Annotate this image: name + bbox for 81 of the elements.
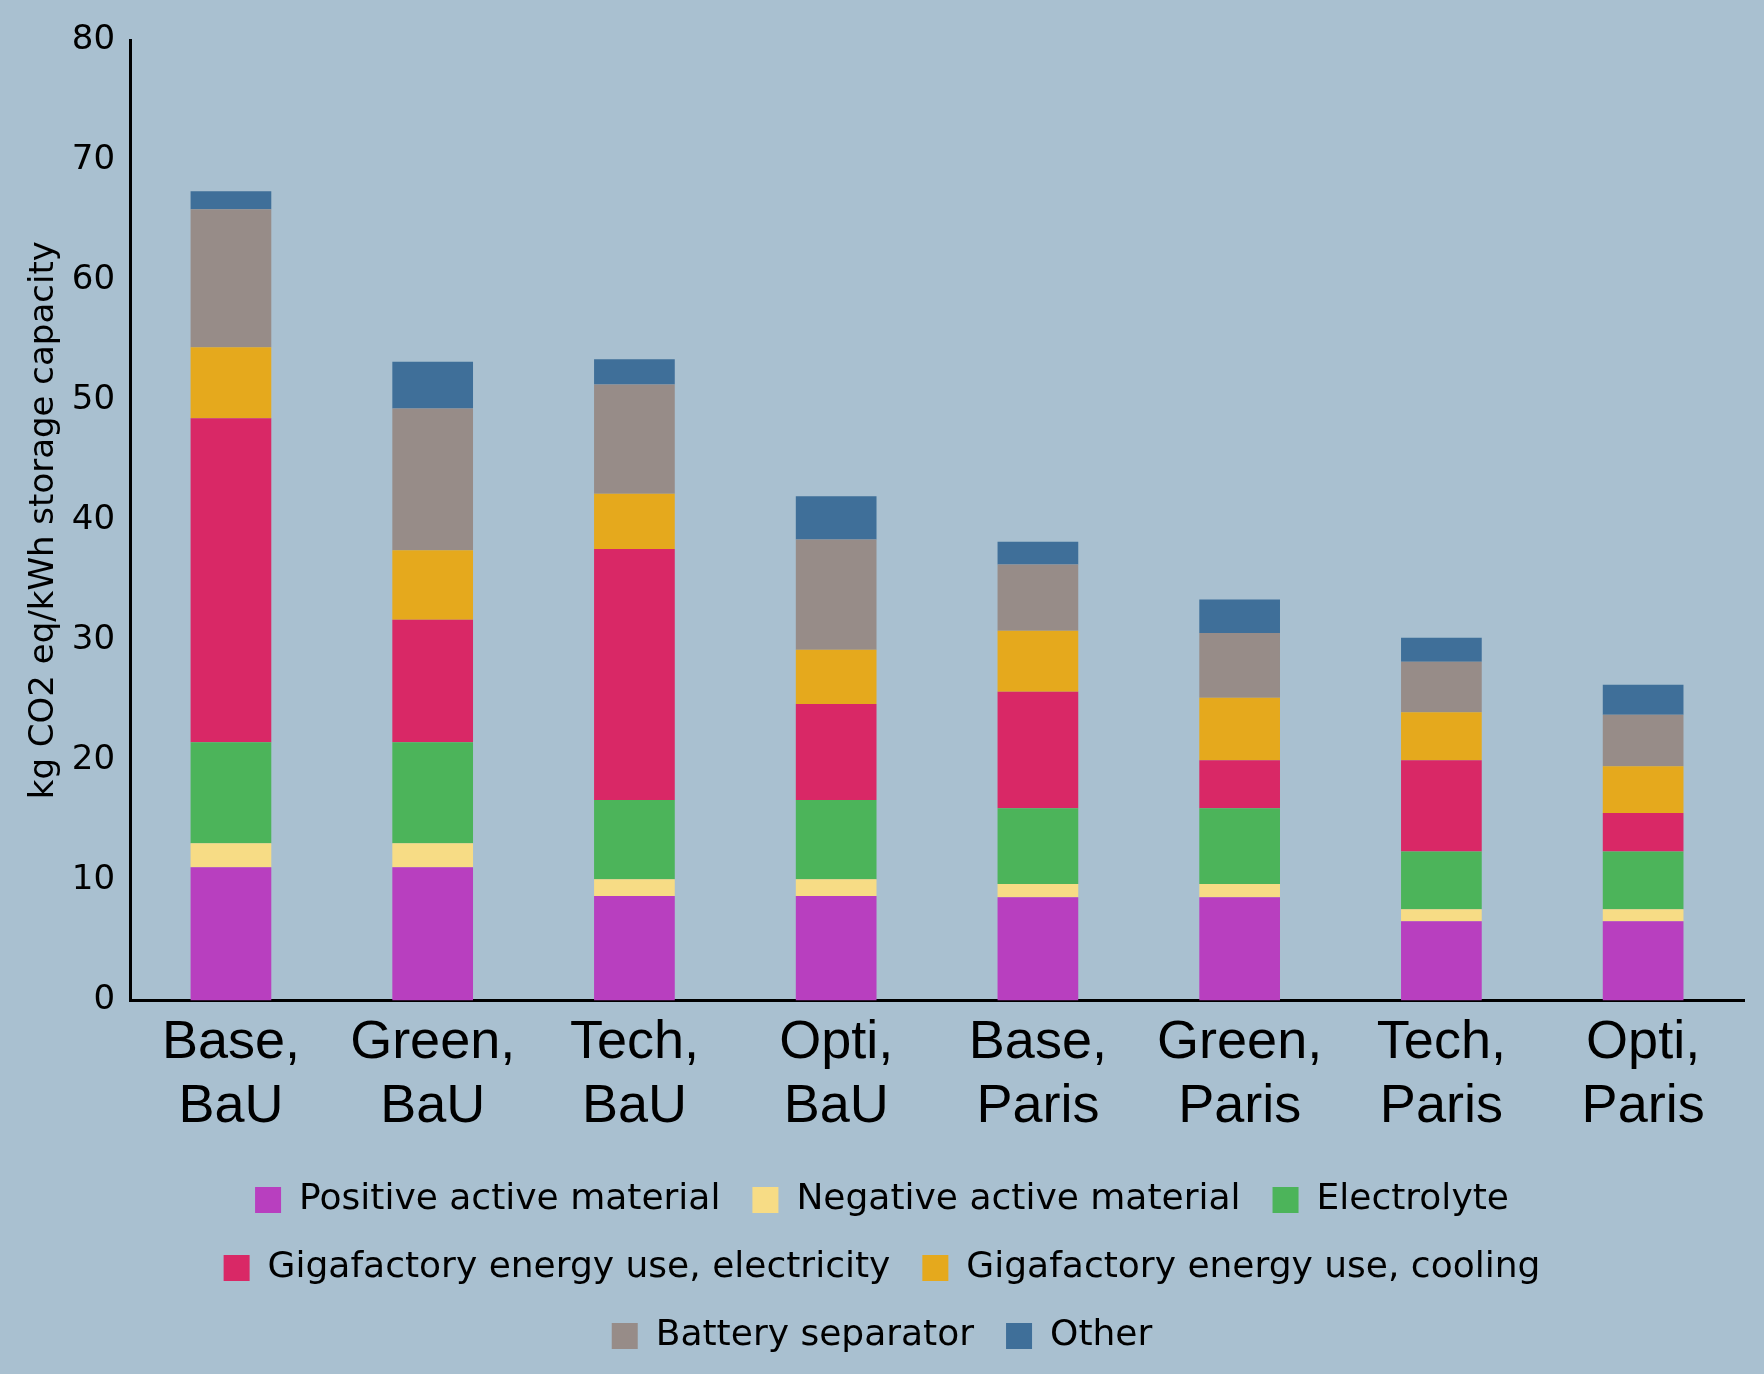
bar <box>392 843 474 868</box>
x-tick-label: Green, BaU <box>350 1008 516 1134</box>
bar <box>795 895 877 1001</box>
bar <box>190 867 272 1001</box>
bar <box>1401 661 1482 713</box>
legend-label: Other <box>1050 1312 1153 1354</box>
bar <box>594 549 675 800</box>
bar <box>594 493 675 550</box>
bar <box>1401 921 1482 1001</box>
y-tick-label: 80 <box>71 16 116 57</box>
bar <box>190 209 272 348</box>
bar <box>1401 637 1482 662</box>
bar <box>392 867 474 1001</box>
bar <box>392 619 474 743</box>
bar <box>594 879 675 896</box>
bar <box>795 879 877 896</box>
bar <box>1602 921 1684 1001</box>
x-tick-label: Base, Paris <box>968 1008 1107 1134</box>
x-tick-label: Tech, BaU <box>569 1008 699 1134</box>
bar <box>1199 760 1280 809</box>
bar <box>1602 851 1684 910</box>
bar <box>594 895 675 1001</box>
bar <box>392 408 474 551</box>
y-tick-label: 40 <box>71 497 116 538</box>
y-tick-label: 20 <box>71 737 116 778</box>
x-tick-label: Base, BaU <box>161 1008 300 1134</box>
legend-label: Gigafactory energy use, cooling <box>966 1244 1541 1286</box>
x-tick-label: Opti, BaU <box>779 1008 894 1134</box>
y-tick-label: 70 <box>71 136 116 177</box>
bar <box>795 649 877 704</box>
bar <box>1401 851 1482 910</box>
bar <box>190 191 272 210</box>
bar <box>594 359 675 385</box>
y-axis-title: kg CO2 eq/kWh storage capacity <box>21 241 62 800</box>
bar <box>1602 766 1684 814</box>
bar <box>997 691 1079 809</box>
bar <box>1401 712 1482 761</box>
bar <box>997 541 1079 565</box>
bar <box>190 347 272 419</box>
bar <box>1199 897 1280 1001</box>
bar <box>997 883 1079 898</box>
bar <box>795 496 877 540</box>
bar <box>997 808 1079 884</box>
bar <box>1199 599 1280 634</box>
legend-label: Electrolyte <box>1316 1176 1509 1218</box>
y-tick-label: 30 <box>71 617 116 658</box>
y-tick-label: 50 <box>71 376 116 417</box>
bar <box>392 550 474 620</box>
bar <box>997 564 1079 631</box>
y-tick-label: 60 <box>71 256 116 297</box>
bar <box>997 897 1079 1001</box>
legend-label: Gigafactory energy use, electricity <box>267 1244 891 1286</box>
legend-label: Positive active material <box>299 1176 721 1218</box>
bar <box>1401 909 1482 922</box>
bar <box>795 539 877 650</box>
bar <box>997 630 1079 692</box>
bar <box>190 418 272 743</box>
x-tick-label: Green, Paris <box>1157 1008 1323 1134</box>
bar <box>392 742 474 844</box>
bar <box>1199 633 1280 698</box>
bar <box>1199 808 1280 884</box>
y-tick-label: 10 <box>71 857 116 898</box>
bar <box>190 843 272 868</box>
bar <box>1199 883 1280 898</box>
bar <box>1602 714 1684 767</box>
y-tick-label: 0 <box>93 977 116 1018</box>
bar <box>1199 697 1280 761</box>
x-tick-label: Opti, Paris <box>1581 1008 1705 1134</box>
legend-label: Negative active material <box>796 1176 1241 1218</box>
bar <box>190 742 272 844</box>
bar <box>1401 760 1482 852</box>
bar <box>1602 909 1684 922</box>
bar <box>1602 684 1684 715</box>
bar <box>795 799 877 880</box>
bar <box>1602 813 1684 852</box>
x-tick-label: Tech, Paris <box>1376 1008 1506 1134</box>
bar <box>795 703 877 800</box>
bar <box>594 799 675 880</box>
legend-label: Battery separator <box>655 1312 975 1354</box>
bar <box>392 361 474 409</box>
bar <box>594 384 675 494</box>
